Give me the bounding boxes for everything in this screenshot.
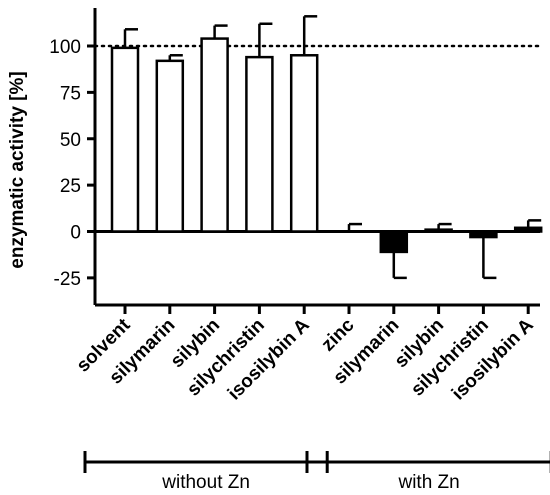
y-tick-label: 0 xyxy=(70,223,81,244)
bar xyxy=(424,228,453,233)
bar xyxy=(379,230,409,254)
y-axis-title: enzymatic activity [%] xyxy=(7,71,28,268)
bar xyxy=(513,226,543,233)
bar xyxy=(289,54,319,233)
bar xyxy=(245,55,274,233)
y-tick-label: 50 xyxy=(60,130,81,151)
group-label: without Zn xyxy=(161,472,250,493)
y-tick-label: -25 xyxy=(54,269,81,290)
y-tick-label: 25 xyxy=(60,176,81,197)
bar xyxy=(110,46,140,233)
plot-area: -250255075100solventsilymarinsilybinsily… xyxy=(49,8,550,493)
group-label: with Zn xyxy=(397,472,459,493)
y-tick-label: 100 xyxy=(49,37,81,58)
bar xyxy=(155,59,185,233)
bar xyxy=(469,230,498,239)
y-tick-label: 75 xyxy=(60,83,81,104)
bar xyxy=(200,37,229,233)
